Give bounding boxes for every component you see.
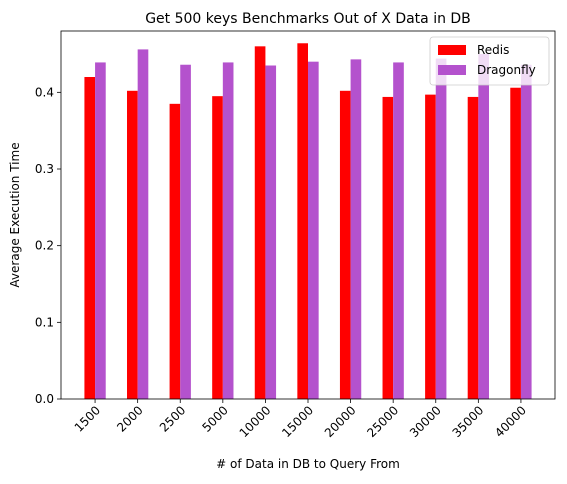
- y-tick-label: 0.3: [35, 162, 54, 176]
- bar-redis-2500: [169, 103, 181, 399]
- bar-dragonfly-1500: [95, 62, 106, 400]
- bar-redis-2000: [127, 90, 138, 400]
- y-tick-label: 0.4: [35, 85, 54, 99]
- bar-redis-15000: [297, 43, 308, 400]
- bar-redis-35000: [467, 96, 479, 400]
- y-axis: 0.0 0.1 0.2 0.3 0.4: [35, 85, 61, 406]
- legend: Redis Dragonfly: [429, 36, 550, 86]
- bar-dragonfly-25000: [393, 62, 404, 400]
- x-tick-label: 5000: [199, 403, 230, 434]
- bar-dragonfly-5000: [222, 62, 234, 400]
- plot-area: [60, 30, 556, 400]
- bar-redis-1500: [84, 77, 96, 399]
- y-tick-label: 0.1: [35, 315, 54, 329]
- bar-redis-40000: [510, 87, 521, 399]
- legend-swatch-redis: [438, 45, 466, 55]
- x-tick-label: 10000: [237, 403, 274, 440]
- bar-dragonfly-15000: [308, 61, 319, 400]
- bar-dragonfly-2000: [137, 49, 149, 400]
- legend-swatch-dragonfly: [438, 65, 466, 75]
- bar-redis-20000: [339, 90, 351, 400]
- x-axis: 1500 2000 2500 5000 10000 15000 20000 25000 3000…: [72, 399, 529, 440]
- bar-redis-30000: [425, 94, 436, 399]
- x-tick-label: 1500: [72, 403, 103, 434]
- x-tick-label: 15000: [279, 403, 316, 440]
- x-tick-label: 40000: [492, 403, 529, 440]
- legend-label-redis: Redis: [477, 43, 509, 57]
- x-tick-label: 2000: [114, 403, 145, 434]
- x-tick-label: 30000: [407, 403, 444, 440]
- y-axis-label: Average Execution Time: [8, 142, 22, 287]
- x-tick-label: 20000: [322, 403, 359, 440]
- chart-title: Get 500 keys Benchmarks Out of X Data in…: [145, 11, 471, 27]
- bar-redis-10000: [254, 46, 266, 399]
- y-tick-label: 0.2: [35, 239, 54, 253]
- bar-dragonfly-40000: [520, 64, 532, 399]
- y-tick-label: 0.0: [35, 392, 54, 406]
- bar-dragonfly-10000: [265, 65, 277, 399]
- bar-dragonfly-2500: [180, 64, 191, 399]
- x-tick-label: 35000: [450, 403, 487, 440]
- bar-dragonfly-30000: [435, 58, 447, 399]
- bar-redis-25000: [382, 96, 394, 400]
- bar-dragonfly-20000: [350, 59, 362, 400]
- bar-redis-5000: [212, 96, 223, 400]
- x-axis-label: # of Data in DB to Query From: [216, 457, 400, 471]
- bar-dragonfly-35000: [478, 54, 489, 399]
- x-tick-label: 2500: [157, 403, 188, 434]
- legend-label-dragonfly: Dragonfly: [477, 63, 536, 77]
- x-tick-label: 25000: [364, 403, 401, 440]
